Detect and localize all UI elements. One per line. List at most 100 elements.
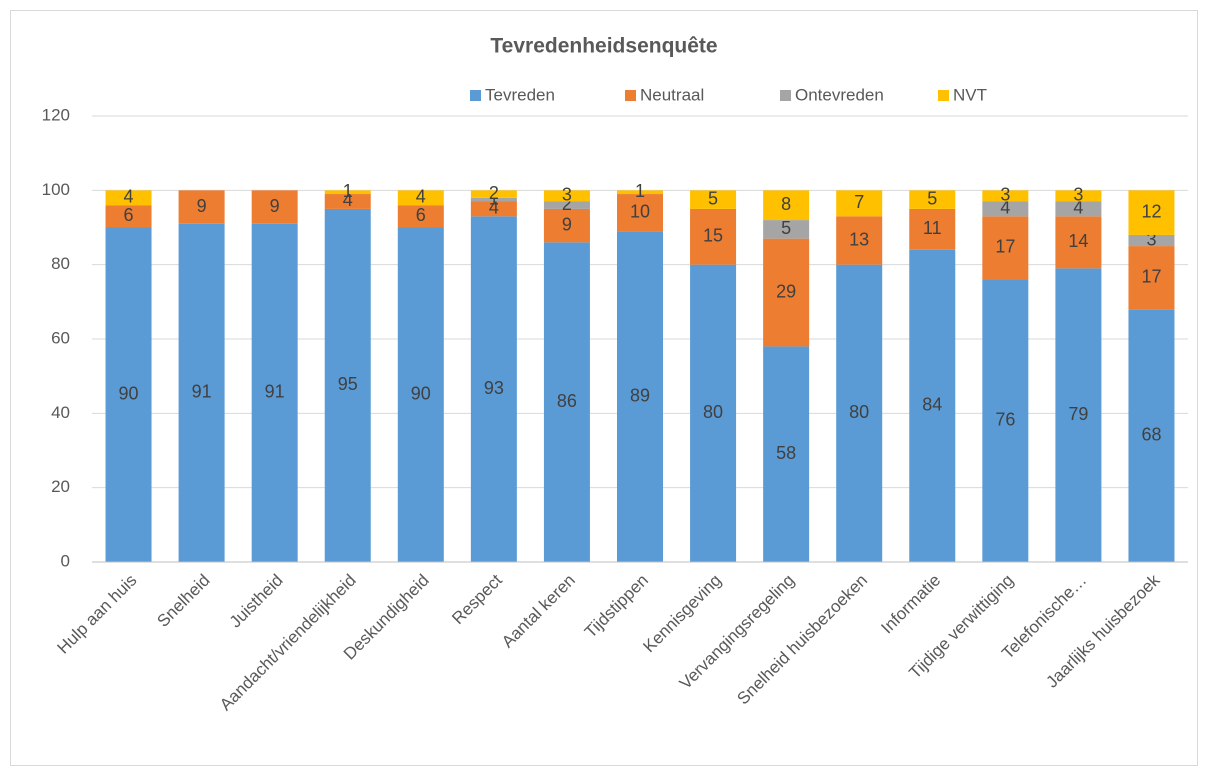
data-label: 6 xyxy=(416,205,426,225)
bar-segment xyxy=(1128,190,1175,235)
data-label: 17 xyxy=(995,237,1015,257)
y-tick-label: 100 xyxy=(42,180,70,199)
data-label: 58 xyxy=(776,443,796,463)
data-label: 4 xyxy=(416,187,426,207)
data-label: 1 xyxy=(635,181,645,201)
bar-segment xyxy=(836,190,883,217)
bar-segment xyxy=(1128,246,1175,310)
data-label: 6 xyxy=(124,205,134,225)
data-label: 5 xyxy=(708,188,718,208)
legend-label: Tevreden xyxy=(485,85,555,104)
bar-segment xyxy=(982,216,1029,280)
bar-segment xyxy=(982,201,1029,217)
data-label: 76 xyxy=(995,410,1015,430)
data-label: 90 xyxy=(411,384,431,404)
bar-segment xyxy=(397,227,444,562)
chart-title: Tevredenheidsenquête xyxy=(490,35,717,58)
data-label: 80 xyxy=(703,402,723,422)
data-label: 4 xyxy=(1000,198,1010,218)
bar-segment xyxy=(617,194,663,232)
bar-segment xyxy=(324,190,371,195)
bar-segment xyxy=(324,208,371,562)
bar-segment xyxy=(690,190,737,209)
bar-segment xyxy=(836,264,883,562)
data-label: 79 xyxy=(1068,404,1088,424)
data-label: 91 xyxy=(192,382,212,402)
y-tick-label: 20 xyxy=(51,477,70,496)
bar-segment xyxy=(470,190,517,198)
data-label: 7 xyxy=(854,192,864,212)
bar-segment xyxy=(909,208,956,250)
y-tick-label: 120 xyxy=(42,105,70,124)
data-label: 3 xyxy=(1146,229,1156,249)
data-label: 93 xyxy=(484,378,504,398)
bar-segment xyxy=(105,205,152,228)
data-label: 9 xyxy=(270,196,280,216)
bar-segment xyxy=(1055,268,1102,562)
data-label: 9 xyxy=(562,214,572,234)
bar-segment xyxy=(105,190,152,206)
data-label: 4 xyxy=(343,190,353,210)
bar-segment xyxy=(836,216,883,265)
data-label: 13 xyxy=(849,229,869,249)
bar-segment xyxy=(397,205,444,228)
data-label: 14 xyxy=(1068,231,1088,251)
legend-swatch xyxy=(470,90,481,101)
data-label: 3 xyxy=(1073,185,1083,205)
bar-segment xyxy=(470,197,517,202)
data-label: 2 xyxy=(562,194,572,214)
legend-swatch xyxy=(625,90,636,101)
data-label: 17 xyxy=(1141,266,1161,286)
bar-segment xyxy=(763,346,810,562)
data-label: 80 xyxy=(849,402,869,422)
bar-segment xyxy=(1128,309,1175,562)
bar-segment xyxy=(909,190,956,209)
bar-segment xyxy=(324,194,371,209)
data-label: 4 xyxy=(489,198,499,218)
data-label: 84 xyxy=(922,395,942,415)
bar-segment xyxy=(543,208,590,243)
data-label: 86 xyxy=(557,391,577,411)
legend-swatch xyxy=(780,90,791,101)
data-label: 11 xyxy=(923,218,942,238)
bar-segment xyxy=(397,190,444,206)
bar-segment xyxy=(763,238,810,347)
bar-segment xyxy=(105,227,152,562)
y-tick-label: 40 xyxy=(51,403,70,422)
bar-segment xyxy=(690,208,737,265)
data-label: 90 xyxy=(119,384,139,404)
y-tick-label: 80 xyxy=(51,254,70,273)
legend-label: Ontevreden xyxy=(795,85,884,104)
data-label: 89 xyxy=(630,385,650,405)
data-label: 91 xyxy=(265,382,285,402)
legend-label: NVT xyxy=(953,85,987,104)
data-label: 68 xyxy=(1141,424,1161,444)
data-label: 10 xyxy=(630,201,650,221)
bar-segment xyxy=(543,242,590,562)
y-tick-label: 60 xyxy=(51,328,70,347)
bar-segment xyxy=(470,201,517,217)
data-label: 3 xyxy=(562,185,572,205)
bar-segment xyxy=(470,216,517,562)
legend-swatch xyxy=(938,90,949,101)
bar-segment xyxy=(1055,190,1102,202)
bar-segment xyxy=(982,279,1029,562)
bar-segment xyxy=(617,190,663,195)
data-label: 12 xyxy=(1141,201,1161,221)
bar-segment xyxy=(690,264,737,562)
data-label: 3 xyxy=(1000,185,1010,205)
bar-segment xyxy=(178,190,225,224)
bar-segment xyxy=(1128,234,1175,247)
bar-segment xyxy=(178,223,225,563)
data-label: 1 xyxy=(343,181,353,201)
bar-segment xyxy=(251,223,298,563)
data-label: 29 xyxy=(776,281,796,301)
bar-segment xyxy=(543,201,590,209)
data-label: 4 xyxy=(1073,198,1083,218)
data-label: 9 xyxy=(197,196,207,216)
bar-segment xyxy=(1055,201,1102,217)
bar-segment xyxy=(909,249,956,563)
data-label: 5 xyxy=(781,218,791,238)
data-label: 1 xyxy=(489,188,499,208)
